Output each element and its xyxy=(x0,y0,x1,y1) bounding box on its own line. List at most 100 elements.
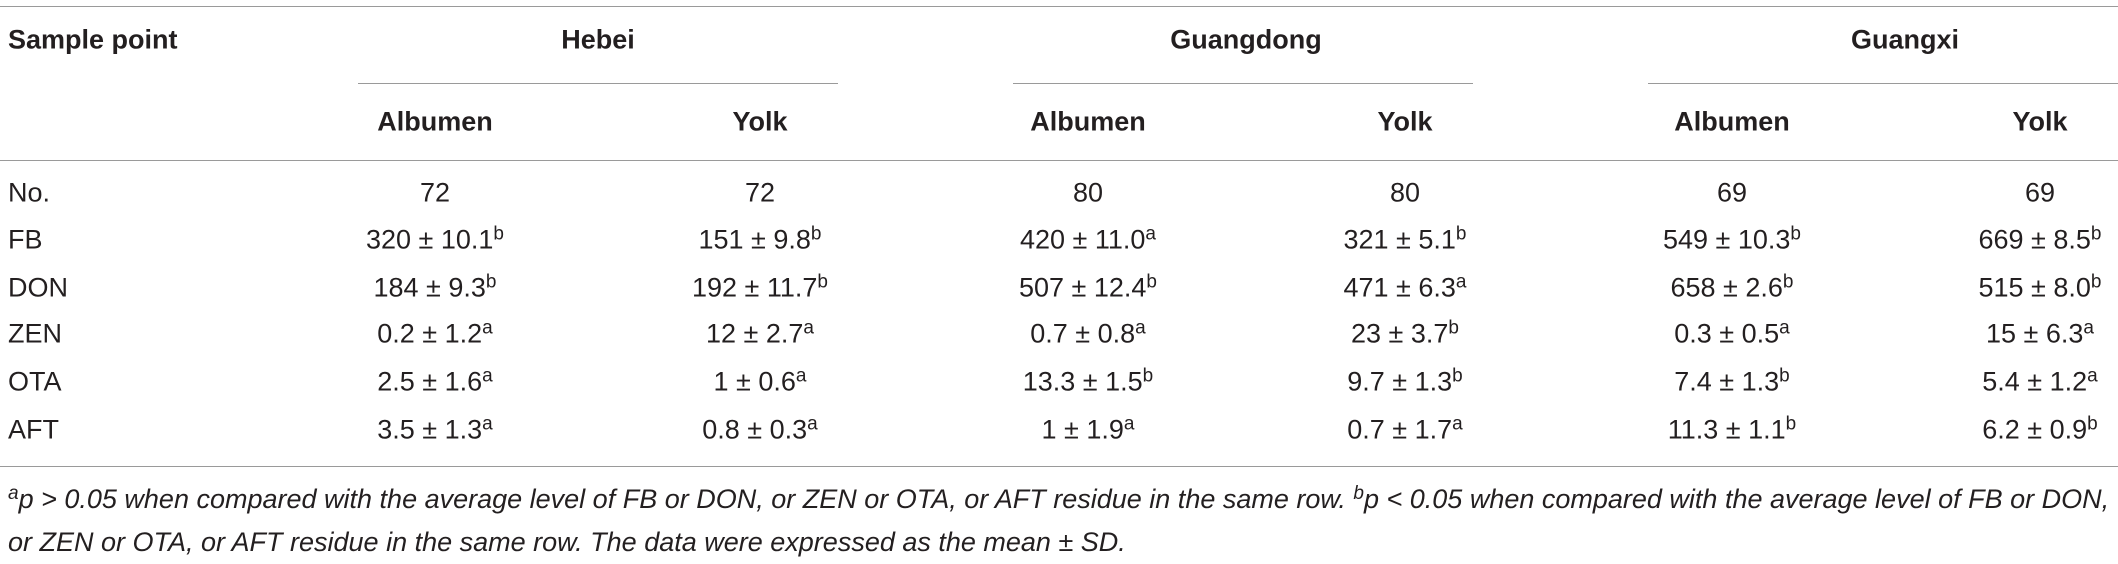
cell-value: 0.2 ± 1.2 xyxy=(377,318,483,349)
cell-value: 72 xyxy=(419,177,451,208)
cell-superscript: b xyxy=(1146,271,1157,293)
cell: 420 ± 11.0a xyxy=(1020,225,1156,256)
cell: 0.3 ± 0.5a xyxy=(1674,319,1789,350)
cell-superscript: b xyxy=(2090,271,2102,293)
cell-value: 3.5 ± 1.3 xyxy=(377,414,483,445)
cell: 72 xyxy=(745,178,775,209)
cell-superscript: b xyxy=(1790,223,1801,245)
cell-value: 23 ± 3.7 xyxy=(1351,318,1449,349)
cell: 0.7 ± 1.7a xyxy=(1347,415,1462,446)
cell-superscript: b xyxy=(817,271,828,293)
cell-value: 6.2 ± 0.9 xyxy=(1982,414,2088,445)
cell-value: 669 ± 8.5 xyxy=(1978,224,2091,255)
cell: 2.5 ± 1.6a xyxy=(377,367,492,398)
cell: 15 ± 6.3a xyxy=(1986,319,2094,350)
cell-value: 320 ± 10.1 xyxy=(366,224,494,255)
cell-superscript: b xyxy=(2087,413,2098,435)
subheader-cell: Yolk xyxy=(732,106,788,137)
footnote-text: p > 0.05 when compared with the average … xyxy=(18,484,1346,514)
subheader-cell: Albumen xyxy=(377,106,493,137)
cell-value: 11.3 ± 1.1 xyxy=(1667,414,1786,445)
cell-value: 0.7 ± 0.8 xyxy=(1030,318,1136,349)
header-cell: Guangxi xyxy=(1850,24,1960,55)
cell-value: 0.7 ± 1.7 xyxy=(1347,414,1453,445)
subheader-cell: Yolk xyxy=(2012,106,2068,137)
cell: 1 ± 1.9a xyxy=(1042,415,1135,446)
cell-value: 0.8 ± 0.3 xyxy=(702,414,808,445)
cell: 549 ± 10.3b xyxy=(1663,225,1801,256)
footnote-text: p < 0.05 when compared with the average … xyxy=(8,484,2110,557)
cell: 0.7 ± 0.8a xyxy=(1030,319,1145,350)
cell-superscript: a xyxy=(1779,317,1790,339)
subheader-cell: Albumen xyxy=(1030,106,1146,137)
cell-superscript: b xyxy=(1448,317,1459,339)
cell-superscript: a xyxy=(482,365,493,387)
cell-value: 420 ± 11.0 xyxy=(1020,224,1146,255)
cell-superscript: b xyxy=(1455,223,1467,245)
row-label: No. xyxy=(8,177,51,208)
cell: 72 xyxy=(420,178,450,209)
cell: 13.3 ± 1.5b xyxy=(1023,367,1153,398)
cell: 80 xyxy=(1390,178,1420,209)
cell: 5.4 ± 1.2a xyxy=(1982,367,2097,398)
cell-value: 658 ± 2.6 xyxy=(1670,272,1783,303)
cell-value: 80 xyxy=(1389,177,1421,208)
cell-value: 13.3 ± 1.5 xyxy=(1022,366,1143,397)
cell-value: 5.4 ± 1.2 xyxy=(1982,366,2088,397)
cell: 669 ± 8.5b xyxy=(1979,225,2102,256)
row-label: OTA xyxy=(8,366,62,397)
cell-value: 69 xyxy=(1716,177,1748,208)
cell: 7.4 ± 1.3b xyxy=(1674,367,1789,398)
cell-superscript: b xyxy=(1779,365,1790,387)
cell: 9.7 ± 1.3b xyxy=(1347,367,1462,398)
cell-value: 1 ± 1.9 xyxy=(1041,414,1124,445)
cell: 184 ± 9.3b xyxy=(374,273,497,304)
row-label: FB xyxy=(8,224,43,255)
row-label: ZEN xyxy=(8,318,62,349)
cell-superscript: a xyxy=(482,317,493,339)
cell-superscript: a xyxy=(803,317,814,339)
cell-value: 549 ± 10.3 xyxy=(1663,224,1791,255)
row-label: DON xyxy=(8,272,68,303)
cell-value: 15 ± 6.3 xyxy=(1986,318,2084,349)
cell-value: 192 ± 11.7 xyxy=(692,272,818,303)
rule xyxy=(0,6,2118,7)
cell: 192 ± 11.7b xyxy=(692,273,828,304)
footnote-marker: a xyxy=(8,483,19,504)
row-label: AFT xyxy=(8,414,59,445)
cell-superscript: b xyxy=(485,271,497,293)
cell-value: 12 ± 2.7 xyxy=(706,318,804,349)
cell-value: 80 xyxy=(1072,177,1104,208)
cell-value: 515 ± 8.0 xyxy=(1978,272,2091,303)
footnote: ap > 0.05 when compared with the average… xyxy=(8,478,2114,564)
cell: 3.5 ± 1.3a xyxy=(377,415,492,446)
cell-value: 1 ± 0.6 xyxy=(713,366,796,397)
cell: 80 xyxy=(1073,178,1103,209)
cell-value: 321 ± 5.1 xyxy=(1343,224,1456,255)
cell: 515 ± 8.0b xyxy=(1979,273,2102,304)
rule xyxy=(1013,83,1473,84)
cell: 0.8 ± 0.3a xyxy=(702,415,817,446)
cell: 69 xyxy=(2025,178,2055,209)
cell: 471 ± 6.3a xyxy=(1344,273,1467,304)
cell-value: 0.3 ± 0.5 xyxy=(1674,318,1780,349)
cell-superscript: a xyxy=(2087,365,2098,387)
cell: 69 xyxy=(1717,178,1747,209)
cell-superscript: b xyxy=(810,223,822,245)
cell: 6.2 ± 0.9b xyxy=(1982,415,2097,446)
rule xyxy=(1648,83,2118,84)
cell-value: 72 xyxy=(744,177,776,208)
header-cell: Sample point xyxy=(8,24,178,55)
cell-value: 507 ± 12.4 xyxy=(1019,272,1147,303)
header-cell: Guangdong xyxy=(1170,24,1322,55)
cell: 658 ± 2.6b xyxy=(1671,273,1794,304)
cell-superscript: a xyxy=(1135,317,1146,339)
cell-superscript: a xyxy=(482,413,493,435)
cell: 320 ± 10.1b xyxy=(366,225,504,256)
cell-superscript: a xyxy=(1123,413,1135,435)
cell-value: 7.4 ± 1.3 xyxy=(1674,366,1780,397)
cell-value: 471 ± 6.3 xyxy=(1343,272,1456,303)
footnote-marker: b xyxy=(1353,483,1364,504)
cell: 1 ± 0.6a xyxy=(714,367,807,398)
